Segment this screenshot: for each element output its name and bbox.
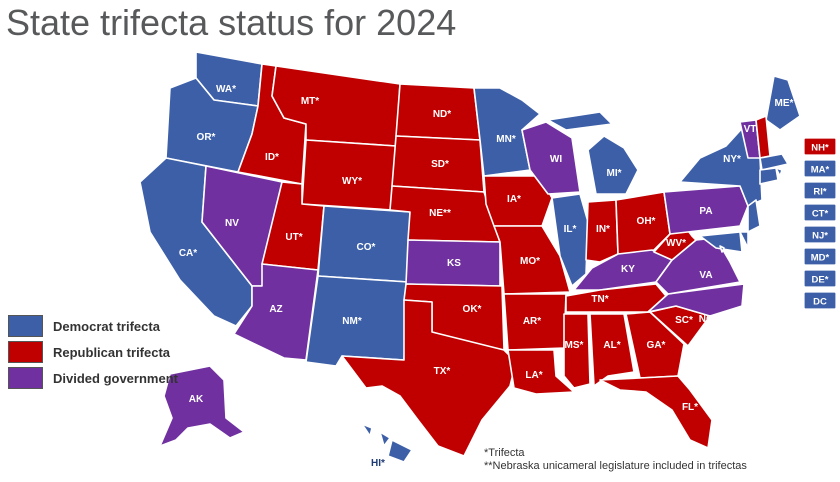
footnote-nebraska: **Nebraska unicameral legislature includ… [484,460,747,472]
small-state-label-de: DE* [812,275,829,286]
legend-item-rep: Republican trifecta [8,339,178,365]
state-label-al: AL* [603,340,620,351]
state-label-nv: NV [225,218,239,229]
state-label-wv: WV* [666,238,686,249]
state-label-ar: AR* [523,316,541,327]
footnote-trifecta: *Trifecta [484,447,525,459]
state-label-il: IL* [564,224,577,235]
small-state-boxes: NH* MA* RI* CT* NJ* MD* DE* DC [803,137,837,310]
state-label-va: VA [699,270,712,281]
state-label-wy: WY* [342,176,362,187]
small-state-box-ri [803,181,837,200]
small-state-box-de [803,269,837,288]
state-label-sc: SC* [675,315,693,326]
legend-item-div: Divided government [8,365,178,391]
state-md [699,231,743,253]
state-label-hi: HI* [371,458,385,469]
small-state-box-nh [803,137,837,156]
state-label-ut: UT* [285,232,302,243]
state-label-ca: CA* [179,248,197,259]
state-me [765,75,801,131]
state-label-mt: MT* [301,96,319,107]
small-state-label-ct: CT* [812,209,829,220]
legend-item-dem: Democrat trifecta [8,313,178,339]
small-state-box-nj [803,225,837,244]
state-dc [719,245,725,253]
state-wi [521,121,581,195]
state-la [507,349,575,395]
state-tx [341,299,517,457]
small-state-label-nj: NJ* [812,231,828,242]
state-wy [301,139,397,211]
state-label-ok: OK* [463,304,482,315]
state-label-vt: VT [744,124,757,135]
state-label-ne: NE** [429,208,451,219]
state-label-sd: SD* [431,159,449,170]
state-label-or: OR* [197,132,216,143]
state-label-fl: FL* [682,402,698,413]
state-nj [747,199,761,233]
state-mi [547,111,639,195]
state-label-nc: NC [699,314,713,325]
legend-swatch-div [8,367,43,389]
state-label-wa: WA* [216,84,236,95]
footnotes: *Trifecta **Nebraska unicameral legislat… [484,447,747,473]
state-label-ga: GA* [647,340,666,351]
state-label-pa: PA [699,206,712,217]
state-label-ms: MS* [565,340,584,351]
state-il [551,193,589,287]
state-label-id: ID* [265,152,279,163]
state-ct [759,167,779,185]
state-fl [599,375,713,449]
state-pa [663,185,749,235]
legend-label-rep: Republican trifecta [53,344,171,360]
small-state-label-md: MD* [811,253,830,264]
state-label-in: IN* [596,224,610,235]
state-label-wi: WI [550,154,562,165]
state-ms [563,313,591,389]
state-label-nd: ND* [433,109,451,120]
labels-layer: WA* OR* CA* NV ID* MT* WY* UT* AZ CO* NM* ND* SD* NE*… [179,84,794,469]
small-state-label-nh: NH* [811,143,829,154]
small-state-box-ct [803,203,837,222]
legend: Democrat trifecta Republican trifecta Di… [8,313,178,391]
state-label-tn: TN* [591,294,608,305]
state-label-oh: OH* [637,216,656,227]
state-label-ny: NY* [723,154,741,165]
state-al [589,313,635,387]
state-de [739,231,749,249]
state-label-mo: MO* [520,256,540,267]
state-label-co: CO* [357,242,376,253]
small-state-box-dc [803,291,837,310]
state-ma [759,153,789,171]
small-state-box-ma [803,159,837,178]
state-hi [361,423,413,463]
state-label-ky: KY [621,264,635,275]
small-state-label-dc: DC [813,297,827,308]
state-label-mn: MN* [496,134,516,145]
state-label-la: LA* [525,370,542,381]
state-label-ak: AK [189,394,204,405]
state-ga [625,311,685,379]
state-ak [159,365,245,447]
small-state-label-ri: RI* [813,187,827,198]
state-label-ks: KS [447,258,461,269]
states-layer [139,51,801,463]
state-mo [493,225,571,295]
state-ri [775,167,783,177]
page-title: State trifecta status for 2024 [6,2,457,43]
state-label-me: ME* [775,98,794,109]
legend-label-dem: Democrat trifecta [53,318,160,334]
state-label-tx: TX* [434,366,451,377]
state-label-nm: NM* [342,316,362,327]
legend-label-div: Divided government [53,370,178,386]
small-state-box-md [803,247,837,266]
state-label-ia: IA* [507,194,521,205]
legend-swatch-rep [8,341,43,363]
state-label-mi: MI* [607,168,622,179]
legend-swatch-dem [8,315,43,337]
state-label-az: AZ [269,304,282,315]
small-state-label-ma: MA* [811,165,830,176]
